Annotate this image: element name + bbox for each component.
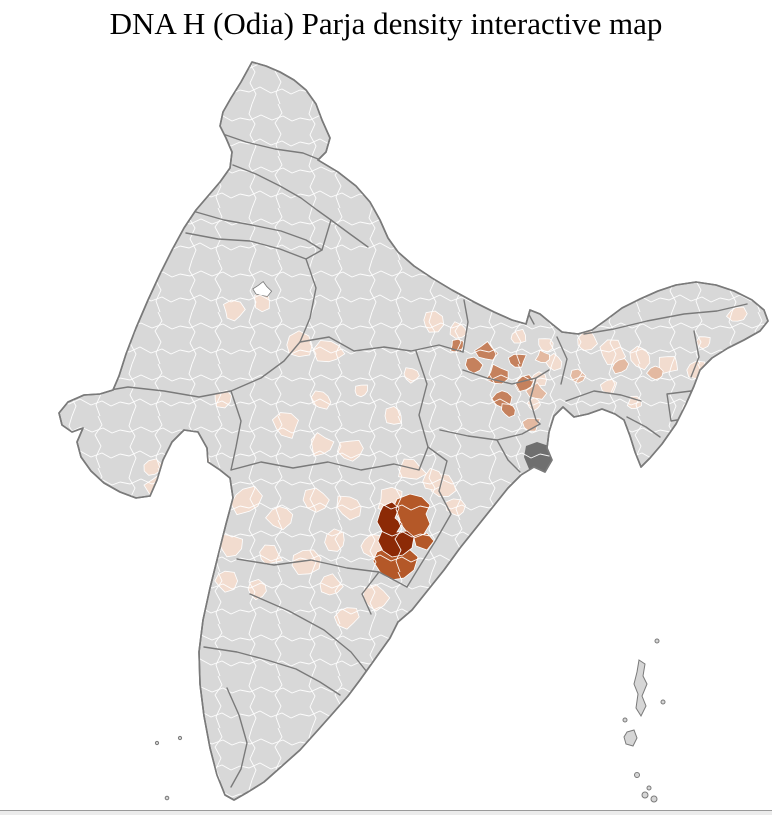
india-coastline (58, 61, 769, 801)
low-density-district[interactable] (711, 367, 728, 386)
island[interactable] (646, 785, 652, 791)
island[interactable] (177, 735, 183, 741)
low-density-district[interactable] (618, 431, 630, 445)
low-density-district[interactable] (201, 494, 225, 516)
low-density-district[interactable] (185, 448, 211, 472)
page-title: DNA H (Odia) Parja density interactive m… (109, 6, 663, 41)
low-density-district[interactable] (736, 361, 751, 378)
lakshadweep-islands[interactable] (154, 735, 183, 801)
bottom-panel-edge (0, 810, 772, 815)
island[interactable] (622, 717, 628, 723)
island[interactable] (660, 699, 666, 705)
island[interactable] (623, 729, 638, 747)
island[interactable] (634, 772, 640, 778)
state-borders (91, 132, 748, 788)
low-density-district[interactable] (747, 337, 765, 353)
island[interactable] (154, 740, 160, 746)
island[interactable] (650, 795, 658, 803)
island[interactable] (164, 795, 170, 801)
andaman-nicobar-islands[interactable] (622, 638, 666, 803)
island[interactable] (633, 659, 648, 718)
island[interactable] (641, 791, 649, 799)
low-density-district[interactable] (173, 511, 201, 531)
island[interactable] (654, 638, 660, 644)
